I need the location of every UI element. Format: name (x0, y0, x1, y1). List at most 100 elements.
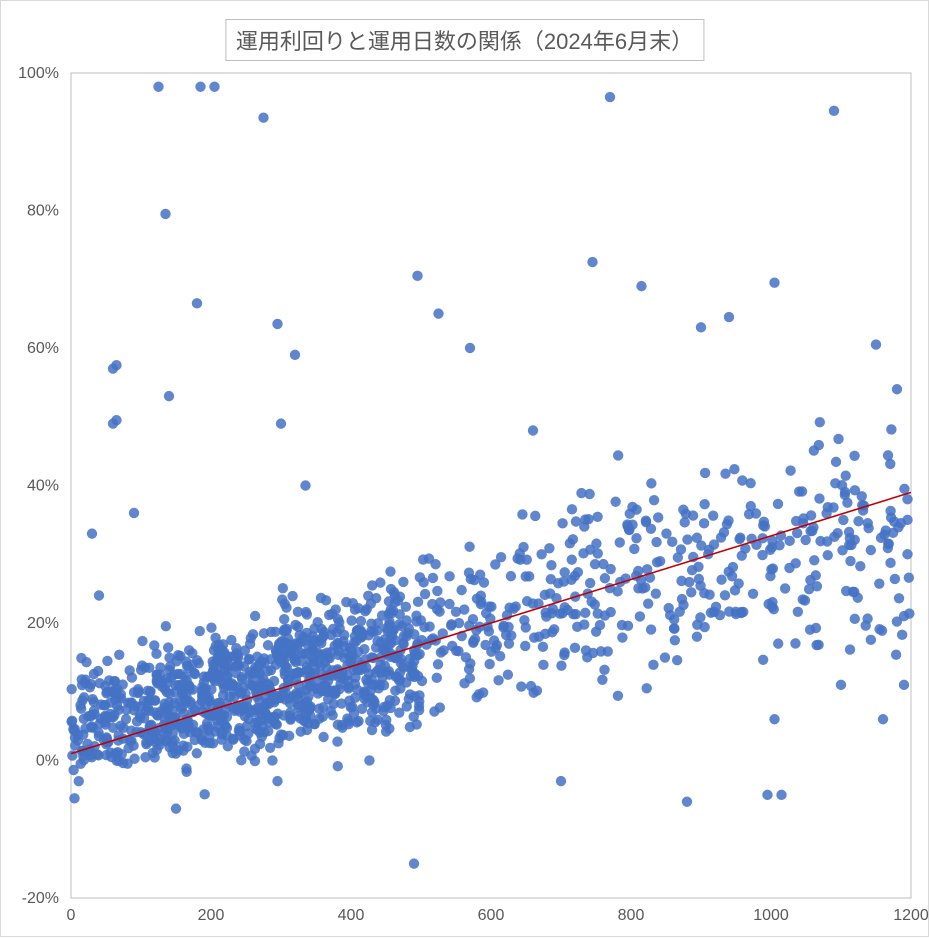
data-point (195, 82, 205, 92)
data-point (885, 506, 895, 516)
data-point (776, 790, 786, 800)
data-point (838, 515, 848, 525)
data-point (520, 641, 530, 651)
data-point (904, 608, 914, 618)
data-point (573, 567, 583, 577)
data-point (346, 615, 356, 625)
data-point (579, 619, 589, 629)
data-point (432, 586, 442, 596)
data-point (92, 749, 102, 759)
data-point (102, 656, 112, 666)
data-point (809, 445, 819, 455)
data-point (245, 639, 255, 649)
data-point (333, 761, 343, 771)
data-point (248, 675, 258, 685)
data-point (812, 581, 822, 591)
data-point (592, 512, 602, 522)
data-point (99, 700, 109, 710)
data-point (290, 350, 300, 360)
data-point (503, 669, 513, 679)
data-point (890, 574, 900, 584)
data-point (390, 686, 400, 696)
data-point (404, 623, 414, 633)
data-point (420, 589, 430, 599)
data-point (369, 695, 379, 705)
data-point (122, 758, 132, 768)
data-point (845, 533, 855, 543)
data-point (560, 602, 570, 612)
data-point (498, 621, 508, 631)
data-point (587, 257, 597, 267)
data-point (600, 610, 610, 620)
data-point (785, 465, 795, 475)
data-point (328, 624, 338, 634)
data-point (140, 752, 150, 762)
data-point (409, 858, 419, 868)
data-point (318, 732, 328, 742)
data-point (308, 631, 318, 641)
data-point (567, 554, 577, 564)
data-point (169, 669, 179, 679)
data-point (89, 697, 99, 707)
data-point (682, 797, 692, 807)
data-point (845, 556, 855, 566)
data-point (66, 716, 76, 726)
data-point (69, 726, 79, 736)
data-point (272, 319, 282, 329)
data-point (429, 706, 439, 716)
data-point (424, 621, 434, 631)
data-point (613, 691, 623, 701)
data-point (474, 689, 484, 699)
data-point (209, 645, 219, 655)
data-point (66, 684, 76, 694)
data-point (129, 508, 139, 518)
data-point (168, 742, 178, 752)
data-point (248, 629, 258, 639)
data-point (670, 635, 680, 645)
data-point (195, 626, 205, 636)
scatter-plot: 020040060080010001200-20%0%20%40%60%80%1… (1, 1, 929, 938)
data-point (709, 539, 719, 549)
data-point (255, 739, 265, 749)
data-point (723, 515, 733, 525)
data-point (329, 689, 339, 699)
data-point (373, 618, 383, 628)
data-point (435, 597, 445, 607)
data-point (350, 672, 360, 682)
data-point (676, 544, 686, 554)
data-point (371, 593, 381, 603)
data-point (375, 660, 385, 670)
data-point (767, 542, 777, 552)
data-point (396, 658, 406, 668)
x-tick-label: 800 (618, 907, 645, 924)
data-point (797, 486, 807, 496)
data-point (769, 277, 779, 287)
data-point (284, 731, 294, 741)
data-point (567, 504, 577, 514)
data-point (277, 652, 287, 662)
data-point (327, 609, 337, 619)
data-point (652, 557, 662, 567)
data-point (866, 635, 876, 645)
data-point (293, 622, 303, 632)
data-point (866, 545, 876, 555)
data-point (686, 587, 696, 597)
data-point (605, 564, 615, 574)
data-point (646, 524, 656, 534)
data-point (660, 652, 670, 662)
data-point (357, 704, 367, 714)
data-point (94, 678, 104, 688)
data-point (716, 575, 726, 585)
data-point (486, 602, 496, 612)
data-point (285, 711, 295, 721)
data-point (144, 706, 154, 716)
data-point (472, 593, 482, 603)
data-point (137, 636, 147, 646)
data-point (540, 607, 550, 617)
data-point (77, 680, 87, 690)
data-point (75, 700, 85, 710)
data-point (760, 521, 770, 531)
data-point (190, 669, 200, 679)
data-point (100, 712, 110, 722)
data-point (216, 715, 226, 725)
